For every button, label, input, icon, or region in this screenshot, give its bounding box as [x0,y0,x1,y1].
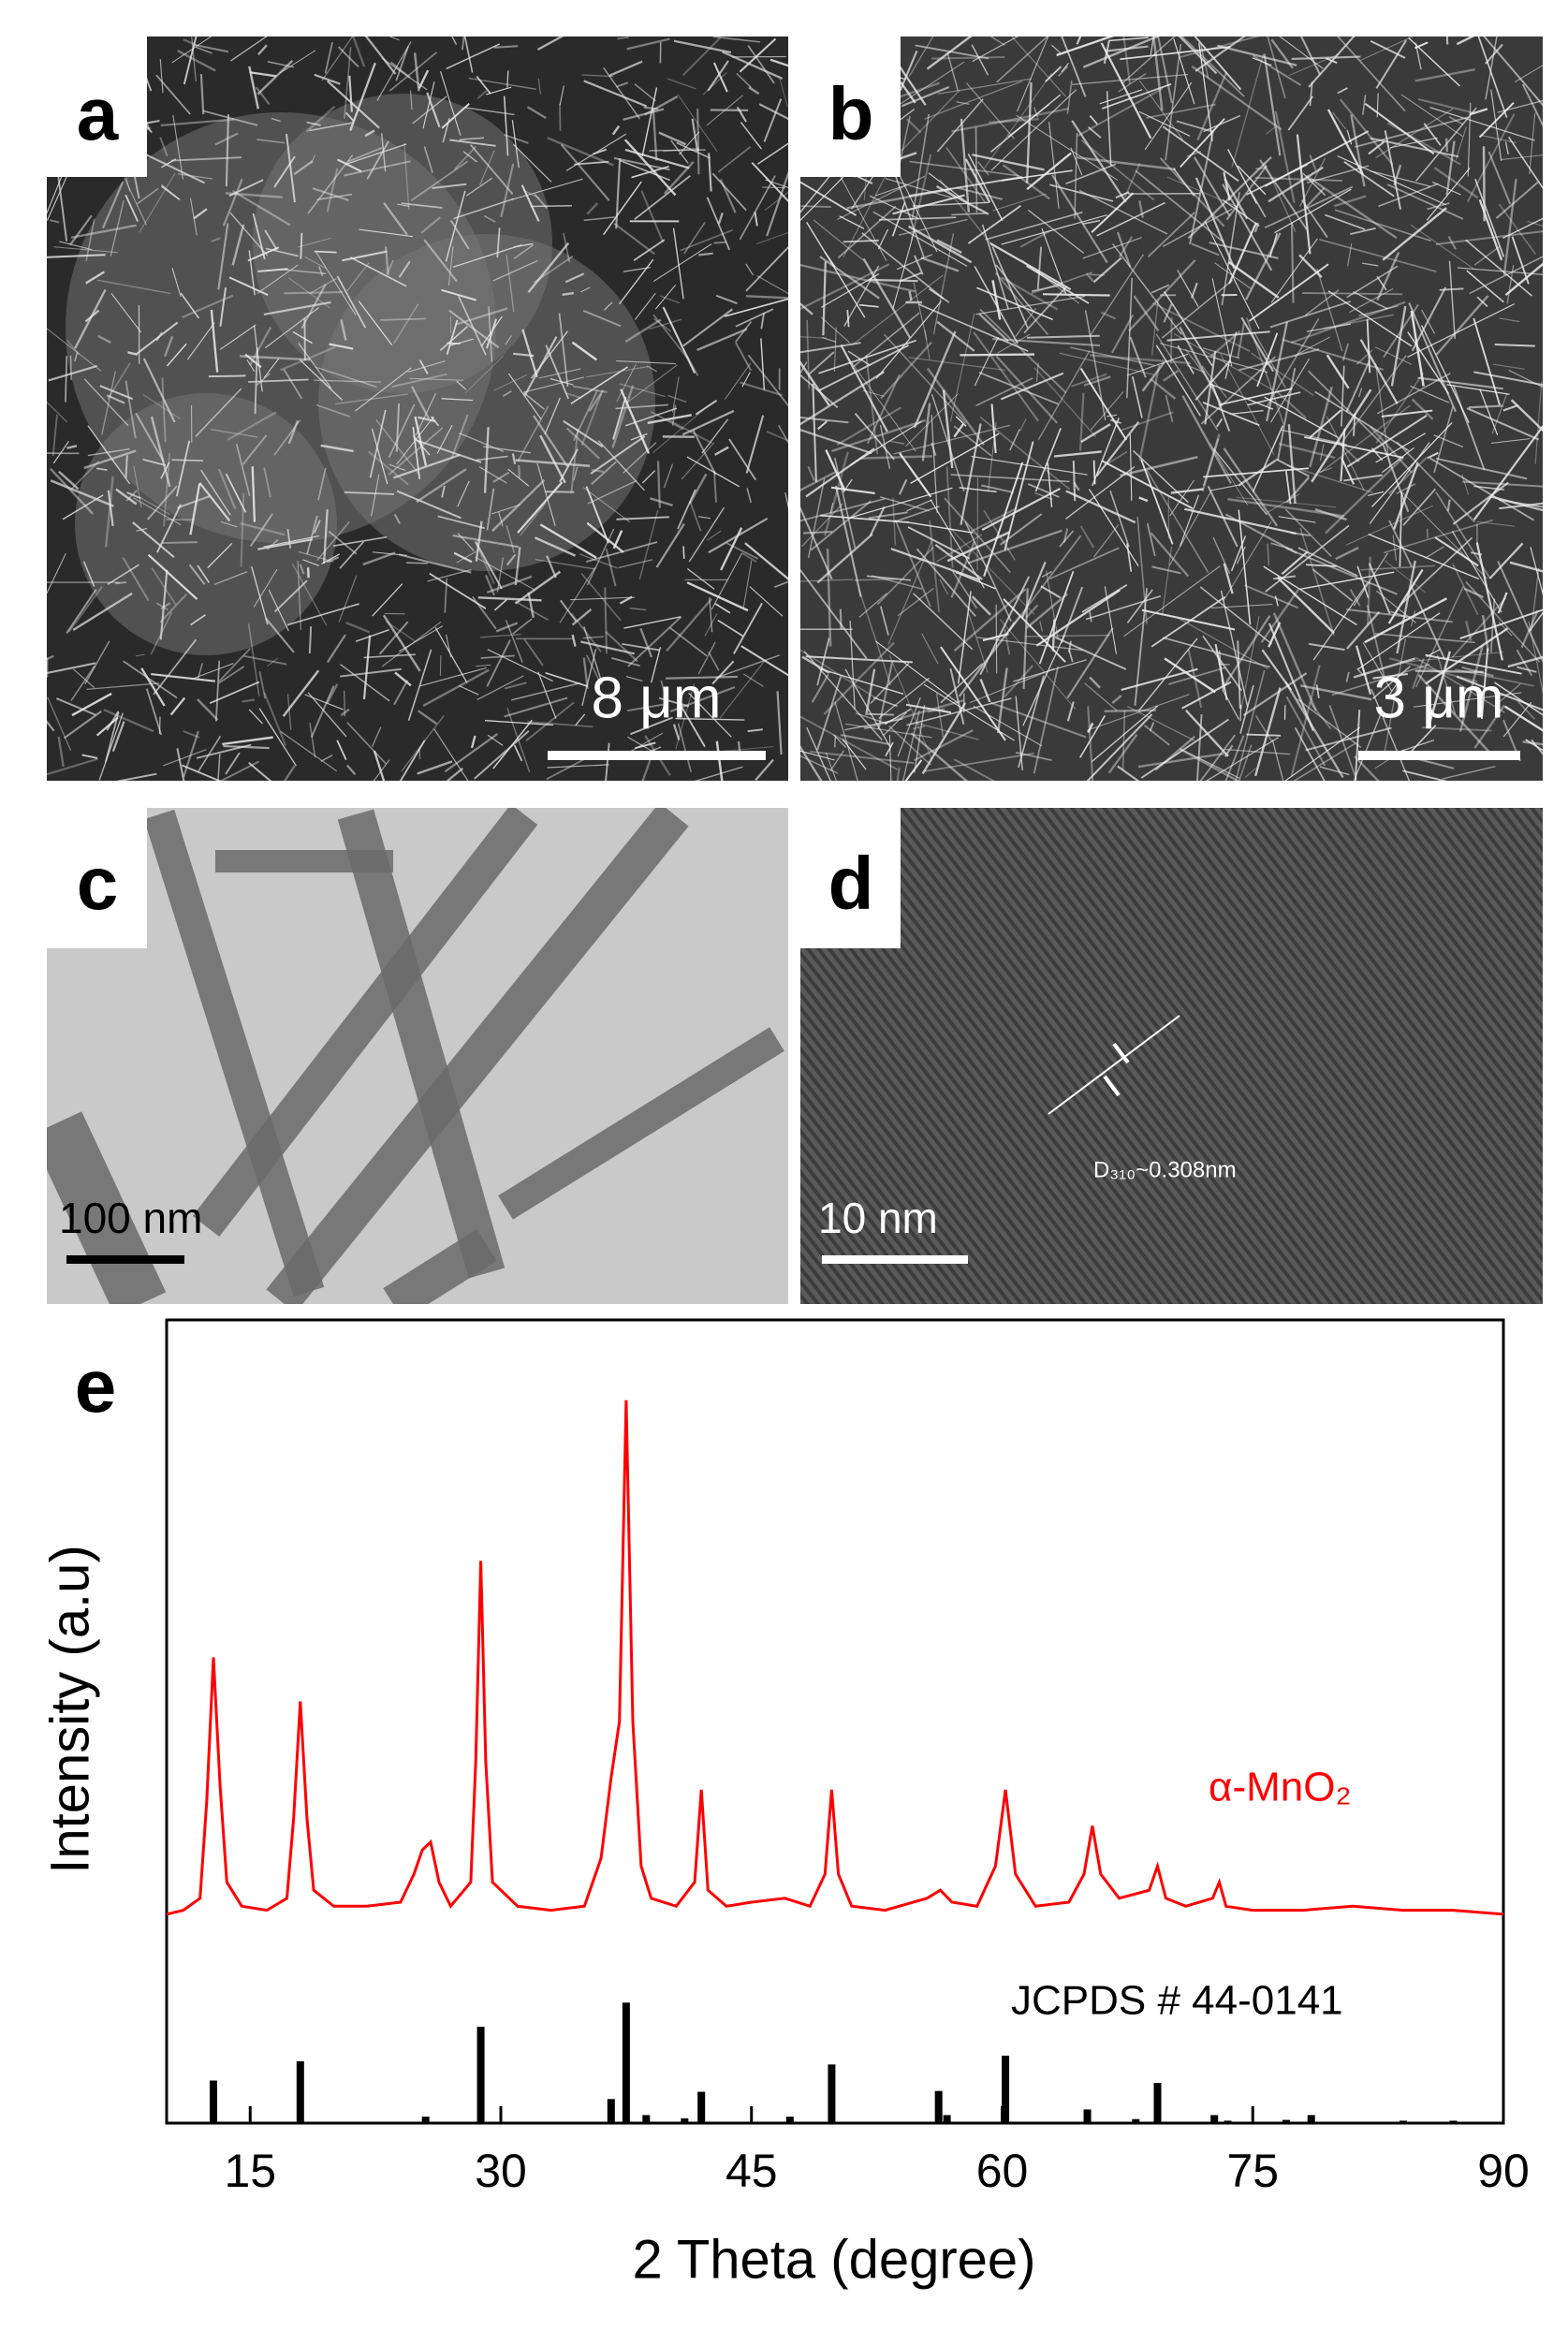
reference-peak [786,2117,794,2123]
needle [71,356,72,380]
reference-peak [1224,2120,1231,2123]
reference-peak [477,2027,485,2123]
needle [1447,33,1448,45]
reference-peak [1308,2115,1315,2123]
needle [546,491,575,492]
needle [284,292,343,293]
cluster [75,393,337,655]
needle [209,375,246,376]
needle [650,150,706,151]
needle [714,242,726,243]
needle [870,280,918,281]
reference-peak [1399,2120,1407,2123]
needle [1074,461,1075,501]
series-label: α-MnO₂ [1209,1765,1352,1810]
series-label: JCPDS # 44-0141 [1011,1978,1343,2024]
needle [1090,274,1105,275]
scale-bar-label: 10 nm [818,1194,938,1242]
reference-peak [297,2061,304,2123]
needle [960,355,1033,356]
needle [531,206,572,207]
reference-peak [623,2002,630,2123]
scale-bar-label: 100 nm [59,1194,202,1242]
reference-peak [422,2117,430,2123]
needle [683,546,684,559]
x-tick-label: 45 [725,2145,778,2197]
needle [800,206,830,207]
needle [739,741,740,751]
x-tick-label: 90 [1477,2145,1530,2197]
x-axis-label: 2 Theta (degree) [633,2229,1036,2290]
needle [162,542,197,543]
needle [171,460,203,461]
reference-peak [1282,2120,1290,2123]
reference-peak [1154,2083,1162,2123]
reference-peak [1084,2109,1092,2123]
panel-label: e [75,1344,117,1428]
reference-peak [608,2099,615,2123]
panel-label: c [77,842,119,925]
xrd-line [167,1400,1503,1914]
x-tick-label: 75 [1226,2145,1279,2197]
panel-label: a [77,72,119,155]
x-tick-label: 60 [976,2145,1029,2197]
needle [697,109,698,174]
scale-bar [822,1255,968,1264]
scale-bar [548,751,766,760]
needle [315,252,337,253]
y-axis-label: Intensity (a.u) [39,1545,100,1873]
needle [841,609,842,629]
xrd-chart: 2 Theta (degree) Intensity (a.u) α-MnO₂ … [39,1320,1529,2290]
reference-peak [944,2115,951,2123]
x-tick-label: 15 [224,2145,276,2197]
needle [865,714,894,715]
scale-bar-label: 3 μm [1373,666,1503,730]
needle [406,563,428,564]
reference-peak [828,2064,835,2123]
reference-peak [210,2081,217,2123]
reference-peak [642,2115,650,2123]
d-spacing-label: D₃₁₀~0.308nm [1093,1157,1237,1182]
needle [1246,735,1281,736]
reference-peak [935,2091,943,2123]
reference-peak [1449,2120,1457,2123]
reference-peak [1002,2056,1009,2123]
panel-label: b [828,72,874,155]
needle [560,104,561,131]
needle [762,187,785,188]
scale-bar [66,1255,184,1264]
needle [344,691,345,716]
panel-label: d [828,842,874,925]
scale-bar-label: 8 μm [591,666,721,730]
reference-peak [1132,2119,1139,2123]
reference-peak [1210,2115,1218,2123]
x-tick-label: 30 [475,2145,527,2197]
reference-peak [697,2092,705,2123]
needle [310,626,311,653]
reference-peak [681,2118,688,2123]
scale-bar [1358,751,1520,760]
